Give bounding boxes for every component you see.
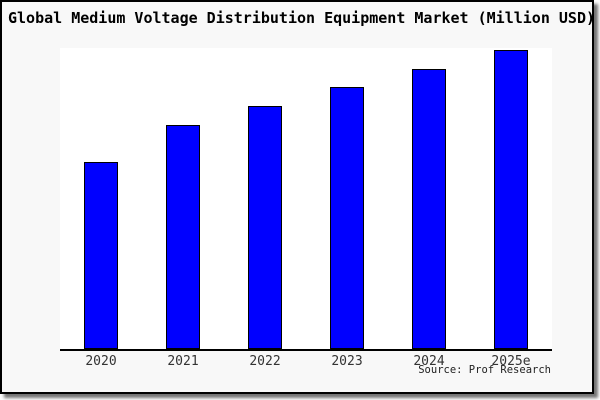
bar-2023	[330, 87, 364, 349]
x-tick-label-2022: 2022	[249, 354, 281, 369]
x-tick-label-2025e: 2025e	[491, 354, 531, 369]
bar-column-2023	[306, 48, 388, 349]
bar-column-2022	[224, 48, 306, 349]
bar-2024	[412, 69, 446, 349]
plot-area	[60, 48, 552, 351]
bar-column-2020	[60, 48, 142, 349]
bar-2025e	[494, 50, 528, 349]
chart-title: Global Medium Voltage Distribution Equip…	[8, 9, 595, 27]
x-axis-ticks: 2020 2021 2022 2023 2024 2025e	[60, 354, 552, 369]
bar-column-2025e	[470, 48, 552, 349]
bar-column-2024	[388, 48, 470, 349]
x-tick-label-2024: 2024	[413, 354, 445, 369]
bar-2020	[84, 162, 118, 349]
bar-column-2021	[142, 48, 224, 349]
bar-2022	[248, 106, 282, 349]
x-tick-label-2023: 2023	[331, 354, 363, 369]
bar-2021	[166, 125, 200, 349]
chart-figure: Global Medium Voltage Distribution Equip…	[0, 0, 595, 394]
x-tick-label-2021: 2021	[167, 354, 199, 369]
x-tick-label-2020: 2020	[85, 354, 117, 369]
source-label: Source: Prof Research	[418, 364, 551, 376]
